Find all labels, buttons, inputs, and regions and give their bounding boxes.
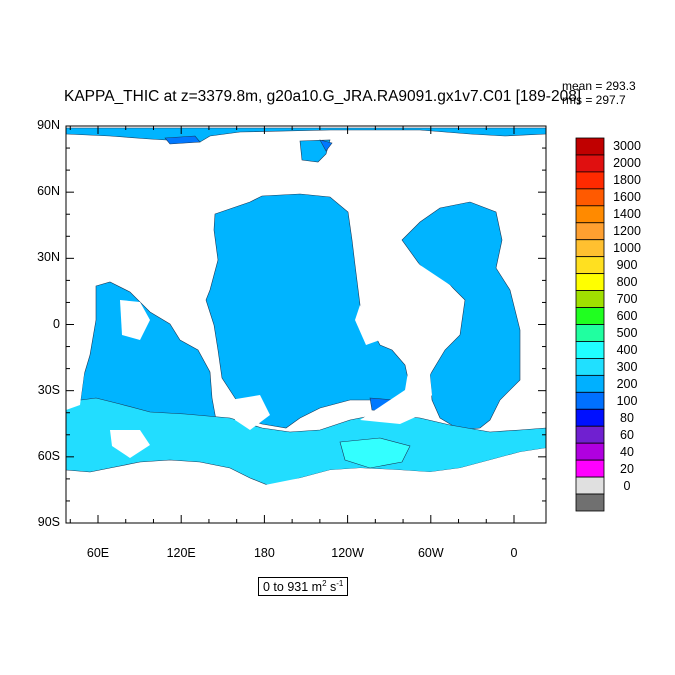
colorbar-label: 1600 <box>613 190 641 205</box>
lat-label: 30S <box>37 382 60 397</box>
land-mask <box>66 484 546 523</box>
plot-title: KAPPA_THIC at z=3379.8m, g20a10.G_JRA.RA… <box>64 88 582 105</box>
ocean-region-arctic-b <box>299 139 331 163</box>
land-mask <box>66 300 90 410</box>
colorbar-swatch <box>575 476 605 495</box>
range-exponent-2: -1 <box>336 579 344 588</box>
ocean-dark-patch-1 <box>164 135 201 145</box>
colorbar-label: 900 <box>616 258 638 273</box>
colorbar-swatch <box>575 425 605 444</box>
lat-ticks <box>66 125 546 524</box>
colorbar-label: 80 <box>620 410 634 425</box>
colorbar-label: 400 <box>616 342 638 357</box>
colorbar-label: 20 <box>620 461 634 476</box>
colorbar-label: 1000 <box>613 241 641 256</box>
lat-label: 60N <box>37 184 60 199</box>
lon-label: 60W <box>417 546 444 560</box>
land-mask <box>186 300 212 348</box>
colorbar-swatch <box>575 188 605 207</box>
colorbar-label: 100 <box>616 393 638 408</box>
colorbar-label: 2000 <box>613 156 641 171</box>
colorbar-label: 40 <box>620 444 634 459</box>
colorbar-label: 500 <box>616 325 638 340</box>
lon-ticks <box>69 126 515 523</box>
land-mask <box>260 448 546 494</box>
colorbar-swatch <box>575 459 605 478</box>
range-prefix: 0 to 931 m <box>263 580 323 595</box>
ocean-region-atlantic <box>401 201 521 431</box>
colorbar-swatch <box>575 256 605 275</box>
colorbar-swatch <box>575 137 605 156</box>
colorbar-swatch <box>575 324 605 342</box>
lon-label: 60E <box>86 546 110 560</box>
ocean-region-weddell <box>339 437 411 469</box>
colorbar-swatch <box>575 205 605 224</box>
colorbar-label: 0 <box>623 478 631 493</box>
lat-label: 90S <box>37 515 60 529</box>
colorbar-swatch <box>575 391 605 410</box>
colorbar-label: 1200 <box>613 224 641 239</box>
colorbar-label: 300 <box>616 359 638 374</box>
range-exponent-1: 2 <box>322 579 327 588</box>
lat-label: 60S <box>37 448 60 463</box>
colorbar-swatch <box>575 307 605 325</box>
colorbar-label: 200 <box>616 376 638 391</box>
colorbar-swatch <box>575 273 605 291</box>
colorbar-swatch <box>575 358 605 376</box>
lon-label: 180 <box>253 546 275 560</box>
mean-stat: mean = 293.3 <box>562 79 636 93</box>
rms-stat: rms = 297.7 <box>562 93 626 107</box>
colorbar <box>575 137 605 512</box>
colorbar-swatch <box>575 493 605 512</box>
colorbar-label: 600 <box>616 309 638 324</box>
land-mask <box>355 305 380 345</box>
lat-label: 0 <box>53 316 60 331</box>
lon-label: 120W <box>331 546 364 560</box>
colorbar-swatch <box>575 442 605 461</box>
lon-label: 0 <box>510 546 518 560</box>
colorbar-swatch <box>575 171 605 190</box>
colorbar-swatch <box>575 239 605 258</box>
colorbar-label: 1800 <box>613 173 641 188</box>
ocean-region-arctic <box>66 127 546 143</box>
colorbar-label: 60 <box>620 427 634 442</box>
land-mask <box>230 395 270 430</box>
colorbar-label: 1400 <box>613 207 641 222</box>
lat-label: 30N <box>37 250 60 265</box>
lon-label: 120E <box>166 546 196 560</box>
range-mid: s <box>326 580 337 595</box>
land-mask <box>110 430 150 458</box>
ocean-dark-patch-3 <box>319 139 333 152</box>
colorbar-swatch <box>575 290 605 308</box>
lat-label: 90N <box>37 118 60 132</box>
colorbar-swatch <box>575 408 605 427</box>
colorbar-label: 3000 <box>613 139 641 154</box>
colorbar-swatch <box>575 154 605 173</box>
land-mask <box>360 245 462 424</box>
colorbar-label: 700 <box>616 292 638 307</box>
colorbar-swatch <box>575 222 605 241</box>
land-mask <box>120 300 150 340</box>
colorbar-swatch <box>575 374 605 393</box>
colorbar-swatch <box>575 341 605 359</box>
colorbar-label: 800 <box>616 275 638 290</box>
value-range-box: 0 to 931 m2 s-1 <box>258 577 349 597</box>
ocean-field <box>66 127 546 523</box>
